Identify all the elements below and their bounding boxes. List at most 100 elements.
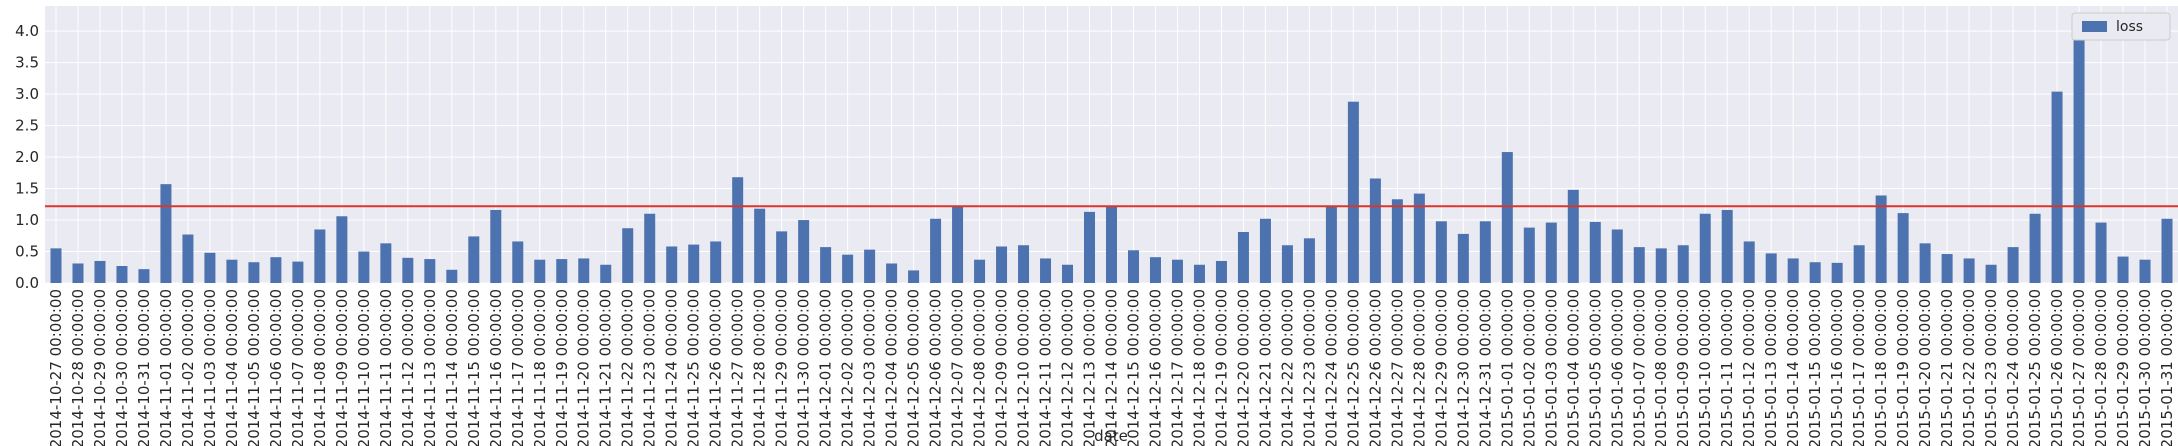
legend: loss bbox=[2071, 12, 2171, 41]
bar bbox=[1765, 253, 1777, 283]
x-tick-label: 2014-11-10 00:00:00 bbox=[355, 289, 373, 446]
bar bbox=[1325, 206, 1337, 283]
bar bbox=[1655, 248, 1667, 283]
bar bbox=[754, 208, 766, 283]
bar bbox=[600, 264, 612, 283]
bar bbox=[402, 257, 414, 283]
bar bbox=[1677, 245, 1689, 283]
bar bbox=[2051, 91, 2063, 283]
bar bbox=[644, 213, 656, 283]
x-tick-label: 2014-12-26 00:00:00 bbox=[1366, 289, 1384, 446]
x-tick-label: 2014-12-20 00:00:00 bbox=[1234, 289, 1252, 446]
x-tick-label: 2014-11-03 00:00:00 bbox=[201, 289, 219, 446]
x-tick-label: 2015-01-27 00:00:00 bbox=[2070, 289, 2088, 446]
bar bbox=[1589, 221, 1601, 283]
bar bbox=[72, 263, 84, 283]
bar bbox=[1941, 254, 1953, 283]
x-tick-label: 2014-12-17 00:00:00 bbox=[1168, 289, 1186, 446]
bar bbox=[1084, 211, 1096, 283]
x-tick-label: 2015-01-02 00:00:00 bbox=[1520, 289, 1538, 446]
bar bbox=[2095, 222, 2107, 283]
x-tick-label: 2014-10-29 00:00:00 bbox=[91, 289, 109, 446]
x-tick-label: 2014-11-07 00:00:00 bbox=[289, 289, 307, 446]
x-tick-label: 2014-11-27 00:00:00 bbox=[729, 289, 747, 446]
bar bbox=[1809, 262, 1821, 283]
bar bbox=[336, 216, 348, 283]
x-tick-label: 2015-01-14 00:00:00 bbox=[1784, 289, 1802, 446]
bar bbox=[1106, 206, 1117, 283]
x-tick-label: 2015-01-15 00:00:00 bbox=[1806, 289, 1824, 446]
bar bbox=[798, 220, 810, 283]
x-tick-label: 2014-12-01 00:00:00 bbox=[817, 289, 835, 446]
bar bbox=[1699, 213, 1711, 283]
bar bbox=[358, 251, 370, 283]
bar bbox=[2139, 259, 2151, 283]
x-tick-label: 2014-11-14 00:00:00 bbox=[443, 289, 461, 446]
x-tick-label: 2015-01-17 00:00:00 bbox=[1850, 289, 1868, 446]
x-tick-label: 2014-12-22 00:00:00 bbox=[1278, 289, 1296, 446]
bar bbox=[666, 246, 678, 283]
bar bbox=[1062, 264, 1074, 283]
x-tick-label: 2014-11-25 00:00:00 bbox=[685, 289, 703, 446]
x-tick-label: 2015-01-09 00:00:00 bbox=[1674, 289, 1692, 446]
bar bbox=[1501, 152, 1513, 283]
x-tick-label: 2014-12-19 00:00:00 bbox=[1212, 289, 1230, 446]
x-tick-label: 2014-11-24 00:00:00 bbox=[663, 289, 681, 446]
bar bbox=[1391, 199, 1403, 283]
bar bbox=[1787, 258, 1799, 283]
bar bbox=[776, 231, 788, 283]
x-tick-label: 2014-11-22 00:00:00 bbox=[619, 289, 637, 446]
x-tick-label: 2015-01-24 00:00:00 bbox=[2004, 289, 2022, 446]
x-tick-label: 2014-12-24 00:00:00 bbox=[1322, 289, 1340, 446]
bar bbox=[688, 244, 700, 283]
x-tick-label: 2014-12-03 00:00:00 bbox=[861, 289, 879, 446]
bar bbox=[578, 258, 590, 283]
bar bbox=[534, 259, 546, 283]
bar bbox=[1611, 229, 1623, 283]
bar bbox=[1875, 195, 1887, 283]
x-tick-label: 2015-01-29 00:00:00 bbox=[2114, 289, 2132, 446]
x-tick-label: 2015-01-31 00:00:00 bbox=[2158, 289, 2176, 446]
bar-series bbox=[50, 21, 2173, 283]
x-axis-tick-labels: 2014-10-27 00:00:00 2014-10-28 00:00:00 20… bbox=[47, 289, 2176, 446]
x-tick-label: 2014-12-13 00:00:00 bbox=[1081, 289, 1099, 446]
bar bbox=[1303, 238, 1315, 283]
x-tick-label: 2015-01-22 00:00:00 bbox=[1960, 289, 1978, 446]
bar bbox=[732, 177, 744, 283]
bar bbox=[1479, 221, 1491, 283]
legend-label: loss bbox=[2116, 19, 2143, 35]
x-tick-label: 2015-01-01 00:00:00 bbox=[1498, 289, 1516, 446]
bar bbox=[864, 249, 876, 283]
x-tick-label: 2014-12-28 00:00:00 bbox=[1410, 289, 1428, 446]
bar bbox=[446, 269, 458, 283]
x-tick-label: 2014-12-15 00:00:00 bbox=[1124, 289, 1142, 446]
x-tick-label: 2014-10-31 00:00:00 bbox=[135, 289, 153, 446]
bar bbox=[1127, 250, 1139, 283]
y-tick-label: 0.0 bbox=[15, 274, 39, 292]
bar bbox=[886, 263, 898, 283]
x-tick-label: 2014-12-30 00:00:00 bbox=[1454, 289, 1472, 446]
bar bbox=[1040, 258, 1052, 283]
x-tick-label: 2014-12-21 00:00:00 bbox=[1256, 289, 1274, 446]
x-tick-label: 2014-11-06 00:00:00 bbox=[267, 289, 285, 446]
bar bbox=[50, 248, 62, 283]
x-tick-label: 2014-11-02 00:00:00 bbox=[179, 289, 197, 446]
legend-box bbox=[2071, 12, 2171, 41]
x-tick-label: 2014-11-11 00:00:00 bbox=[377, 289, 395, 446]
bar bbox=[138, 269, 150, 283]
bar bbox=[226, 259, 238, 283]
bar bbox=[270, 257, 282, 283]
bar bbox=[1435, 221, 1447, 283]
x-tick-label: 2014-11-08 00:00:00 bbox=[311, 289, 329, 446]
x-tick-label: 2015-01-05 00:00:00 bbox=[1586, 289, 1604, 446]
x-tick-label: 2014-12-08 00:00:00 bbox=[971, 289, 989, 446]
bar bbox=[1237, 232, 1249, 283]
x-tick-label: 2015-01-12 00:00:00 bbox=[1740, 289, 1758, 446]
bar bbox=[1018, 245, 1030, 283]
x-tick-label: 2015-01-23 00:00:00 bbox=[1982, 289, 2000, 446]
bar bbox=[1633, 247, 1645, 283]
x-tick-label: 2014-12-07 00:00:00 bbox=[949, 289, 967, 446]
x-tick-label: 2014-12-04 00:00:00 bbox=[883, 289, 901, 446]
bar bbox=[1721, 209, 1733, 283]
x-tick-label: 2014-12-29 00:00:00 bbox=[1432, 289, 1450, 446]
